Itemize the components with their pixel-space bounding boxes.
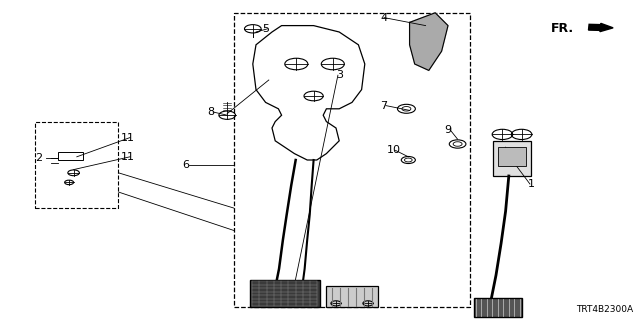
Bar [250, 280, 320, 307]
Text: 5: 5 [262, 24, 269, 34]
Bar [493, 141, 531, 176]
Text: 7: 7 [380, 100, 388, 111]
Text: 11: 11 [121, 132, 135, 143]
Bar [498, 147, 526, 166]
FancyArrow shape [589, 23, 613, 32]
Text: 3: 3 [336, 70, 342, 80]
Text: 10: 10 [387, 145, 401, 156]
Text: FR.: FR. [550, 22, 573, 35]
Bar [326, 286, 378, 307]
Bar [474, 298, 522, 317]
Text: 11: 11 [121, 152, 135, 162]
Text: 1: 1 [528, 179, 534, 189]
Polygon shape [410, 13, 448, 70]
Text: 6: 6 [182, 160, 189, 170]
Bar [35, 122, 118, 208]
Bar [234, 13, 470, 307]
Text: TRT4B2300A: TRT4B2300A [577, 305, 634, 314]
Text: 9: 9 [444, 124, 452, 135]
Text: 8: 8 [207, 107, 215, 117]
Text: 2: 2 [35, 153, 42, 164]
Text: 4: 4 [380, 12, 388, 23]
Bar [58, 152, 83, 160]
